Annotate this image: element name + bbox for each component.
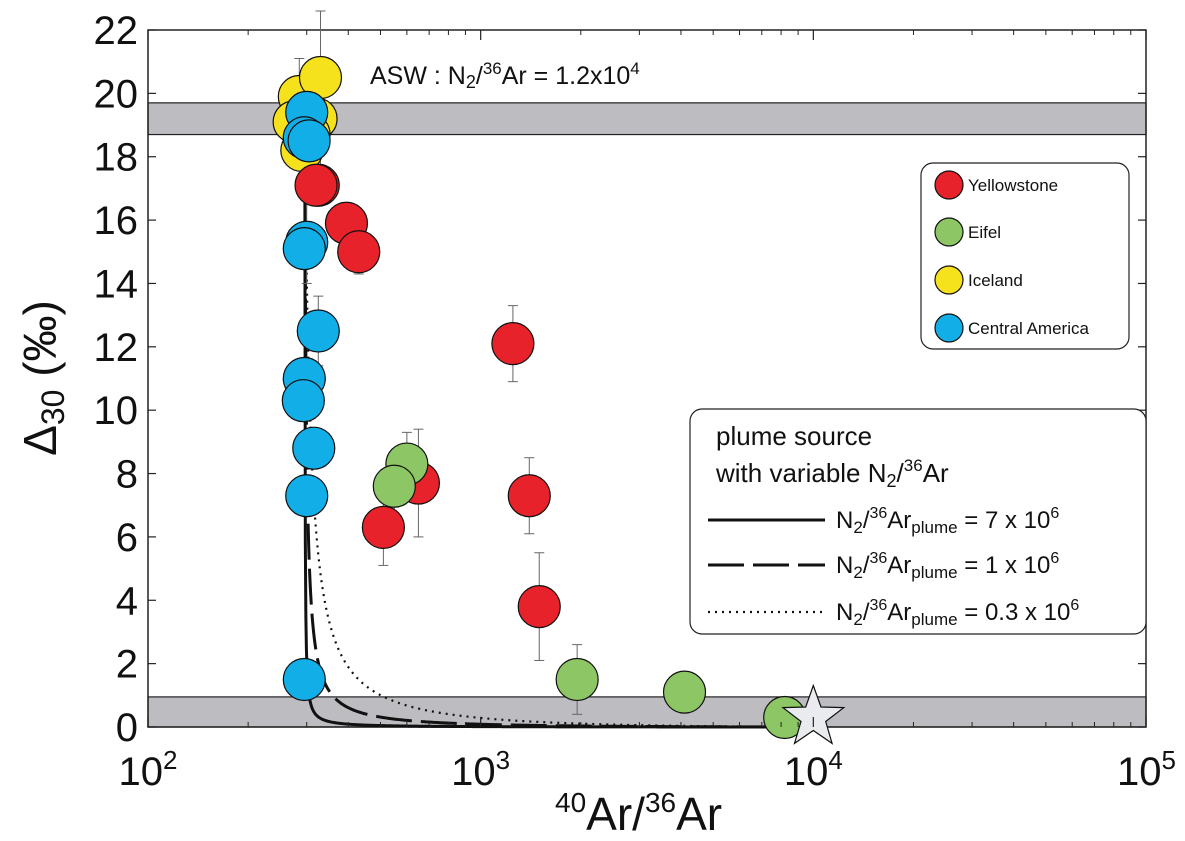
legend-curve-label-1: N2/36Arplume = 7 x 106 — [836, 505, 1059, 537]
point-yellowstone — [337, 230, 381, 274]
y-tick-label: 22 — [94, 9, 139, 53]
curve-legend-title-line2: with variable N2/36Ar — [715, 456, 949, 491]
mixing-curve-2 — [303, 118, 814, 729]
y-tick-label: 2 — [116, 643, 138, 687]
x-tick-label: 104 — [784, 745, 843, 794]
legend-label-central-america: Central America — [968, 319, 1089, 338]
plume-star-marker — [781, 683, 846, 745]
y-tick-label: 16 — [94, 199, 139, 243]
point-central-america — [282, 227, 326, 271]
point-central-america — [287, 119, 331, 163]
point-yellowstone — [507, 474, 551, 518]
series-legend: Yellowstone Eifel Iceland Central America — [920, 162, 1130, 350]
star-layer — [781, 683, 846, 745]
curve-legend-items: N2/36Arplume = 7 x 106 N2/36Arplume = 1 x… — [708, 505, 1079, 629]
y-tick-label: 4 — [116, 579, 138, 623]
point-eifel — [372, 464, 416, 508]
curve-legend-title-line1: plume source — [716, 421, 872, 451]
point-central-america — [285, 474, 329, 518]
x-tick-label: 102 — [119, 745, 178, 794]
y-tick-label: 0 — [116, 706, 138, 750]
asw-annotation: ASW : N2/36Ar = 1.2x104 — [370, 59, 640, 92]
curve-legend-box — [689, 408, 1147, 635]
x-axis-label: 40Ar/36Ar — [555, 787, 722, 840]
legend-marker-iceland — [934, 265, 964, 295]
legend-marker-yellowstone — [934, 170, 964, 200]
point-eifel — [555, 657, 599, 702]
point-yellowstone — [361, 505, 405, 550]
y-tick-label: 14 — [94, 262, 139, 306]
y-tick-label: 12 — [94, 326, 139, 370]
y-tick-label: 18 — [94, 136, 139, 180]
point-yellowstone — [517, 585, 561, 629]
legend-curve-label-2: N2/36Arplume = 1 x 106 — [836, 550, 1059, 582]
x-axis-ticks: 102 103 104 105 — [119, 30, 1176, 794]
y-tick-label: 20 — [94, 72, 139, 116]
series-legend-box — [920, 162, 1130, 350]
series-legend-items: Yellowstone Eifel Iceland Central America — [934, 170, 1089, 343]
point-central-america — [282, 657, 326, 702]
curve-legend: plume source with variable N2/36Ar N2/36… — [689, 408, 1147, 635]
point-eifel — [662, 670, 707, 714]
legend-curve-label-3: N2/36Arplume = 0.3 x 106 — [836, 597, 1079, 629]
curves-layer — [303, 118, 814, 729]
legend-label-eifel: Eifel — [968, 223, 1001, 242]
legend-label-iceland: Iceland — [968, 271, 1023, 290]
legend-label-yellowstone: Yellowstone — [968, 176, 1058, 195]
y-tick-label: 8 — [116, 453, 138, 497]
point-yellowstone — [294, 163, 338, 207]
band-bottom — [147, 696, 1147, 728]
y-axis-label: Δ30 (‰) — [14, 300, 71, 456]
y-tick-label: 6 — [116, 516, 138, 560]
x-tick-label: 105 — [1117, 745, 1176, 794]
legend-marker-eifel — [934, 217, 964, 247]
y-axis-ticks: 0 2 4 6 8 10 12 14 16 18 20 22 — [94, 9, 1146, 750]
point-yellowstone — [491, 322, 535, 366]
x-tick-label: 103 — [451, 745, 510, 794]
legend-marker-central-america — [934, 313, 964, 343]
points-layer — [272, 55, 807, 740]
y-tick-label: 10 — [94, 389, 139, 433]
point-central-america — [292, 426, 336, 470]
mixing-curve-3 — [303, 118, 814, 729]
point-central-america — [296, 309, 340, 353]
point-central-america — [281, 379, 325, 423]
